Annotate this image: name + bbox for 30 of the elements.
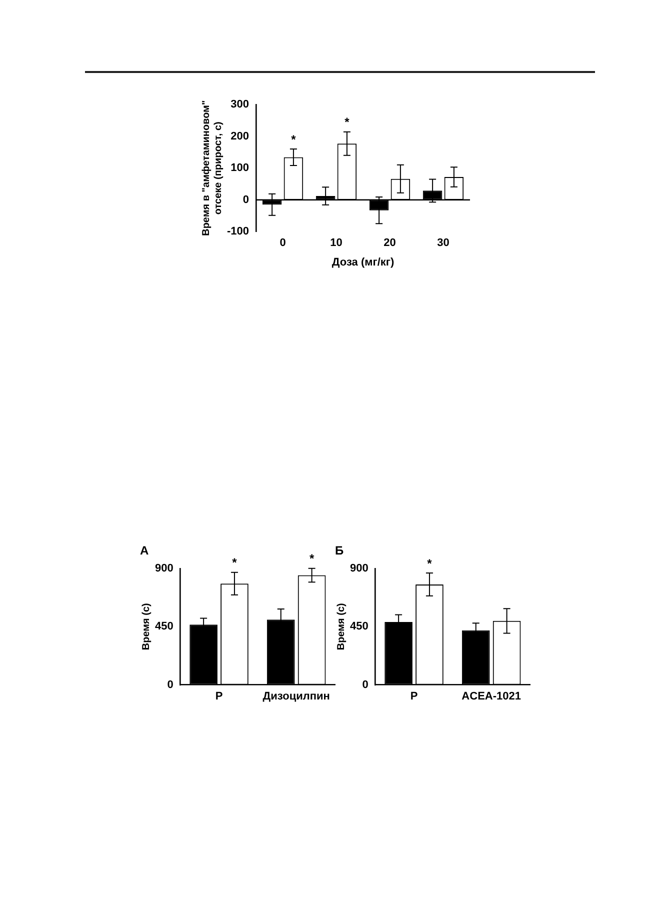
- y-tick-label: 450: [350, 620, 368, 633]
- y-axis-title: Время в "амфетаминовом" отсеке (прирост, с): [200, 100, 224, 236]
- x-tick-label: 20: [384, 237, 396, 250]
- y-tick-label: 100: [230, 162, 250, 174]
- chart-title: Б: [335, 544, 344, 558]
- x-tick-label: 0: [280, 237, 286, 250]
- x-tick-label: 10: [330, 237, 342, 250]
- y-tick-label: 900: [350, 562, 368, 574]
- y-tick-label: 900: [154, 562, 174, 574]
- x-tick-label: Р: [410, 690, 418, 702]
- x-tick-label: 30: [437, 237, 450, 250]
- y-tick-label: -100: [226, 226, 250, 238]
- y-tick-label: 0: [362, 678, 368, 691]
- x-tick-label: Р: [215, 690, 223, 702]
- x-axis-title: Доза (мг/кг): [332, 256, 394, 268]
- annotation: *: [291, 132, 296, 146]
- annotation: *: [232, 556, 238, 570]
- annotation: *: [427, 556, 432, 570]
- annotation: *: [309, 552, 314, 566]
- y-axis-title: Время (с): [336, 603, 347, 650]
- x-tick-label: Дизоцилпин: [262, 690, 330, 702]
- y-tick-label: 0: [242, 194, 250, 206]
- y-tick-label: 200: [230, 130, 250, 142]
- x-tick-label: ACEA-1021: [462, 690, 521, 702]
- y-tick-label: 0: [167, 678, 174, 691]
- y-tick-label: 450: [154, 620, 174, 633]
- annotation: *: [344, 115, 350, 130]
- y-axis-title: Время (с): [140, 603, 152, 650]
- y-tick-label: 300: [230, 98, 250, 111]
- chart-title: А: [140, 544, 149, 558]
